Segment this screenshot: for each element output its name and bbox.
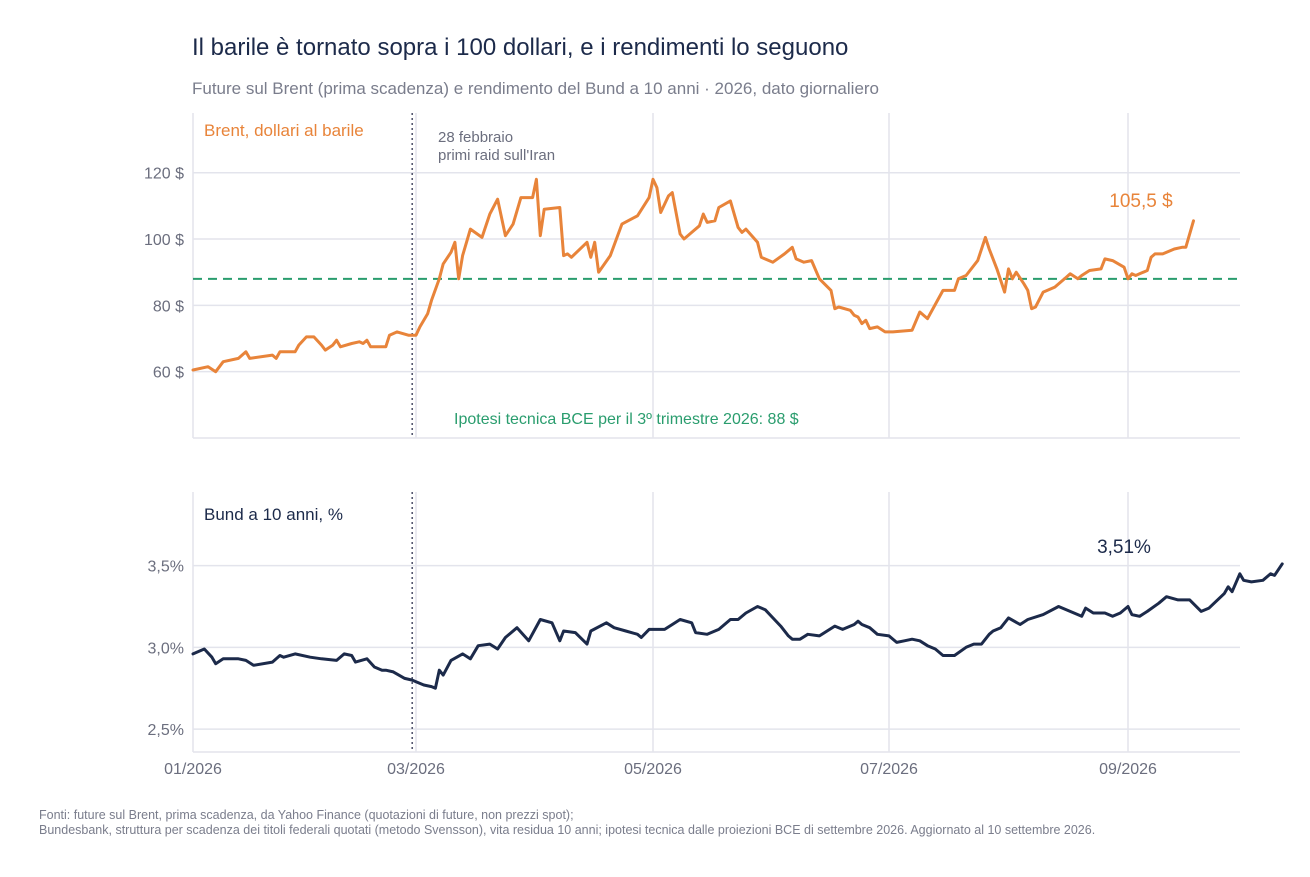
chart-title: Il barile è tornato sopra i 100 dollari,… [192,34,849,61]
bund-panel-marks: 3,51% [191,492,1284,752]
bund-line [191,562,1284,690]
y-tick-label: 120 $ [144,166,184,183]
bund-end-value: 3,51% [1097,537,1151,558]
bund-panel-grid: 2,5% 3,0% 3,5% [148,492,1240,753]
x-tick-label: 01/2026 [164,761,222,778]
brent-panel-grid: 60 $ 80 $ 100 $ 120 $ [144,113,1240,439]
y-tick-label: 60 $ [153,365,184,382]
x-tick-label: 05/2026 [624,761,682,778]
sources-line-1: Fonti: future sul Brent, prima scadenza,… [39,808,574,822]
brent-panel-marks: Ipotesi tecnica BCE per il 3º trimestre … [191,113,1240,438]
x-axis: 01/2026 03/2026 05/2026 07/2026 09/2026 [164,761,1157,778]
chart-subtitle: Future sul Brent (prima scadenza) e rend… [192,79,880,98]
sources-line-2: Bundesbank, struttura per scadenza dei t… [39,823,1096,837]
y-tick-label: 80 $ [153,298,184,315]
event-annotation: 28 febbraio primi raid sull'Iran [438,129,555,164]
y-tick-label: 2,5% [148,722,184,739]
brent-end-value: 105,5 $ [1109,191,1173,212]
event-label-description: primi raid sull'Iran [438,147,555,164]
brent-series-label: Brent, dollari al barile [204,121,364,140]
y-tick-label: 3,0% [148,640,184,657]
event-label-date: 28 febbraio [438,129,513,146]
y-tick-label: 100 $ [144,232,184,249]
sources-note: Fonti: future sul Brent, prima scadenza,… [39,808,1095,838]
bund-series-label: Bund a 10 anni, % [204,505,343,524]
brent-line [191,177,1195,374]
x-tick-label: 09/2026 [1099,761,1157,778]
ecb-assumption-label: Ipotesi tecnica BCE per il 3º trimestre … [454,411,799,428]
y-tick-label: 3,5% [148,559,184,576]
x-tick-label: 03/2026 [387,761,445,778]
x-tick-label: 07/2026 [860,761,918,778]
